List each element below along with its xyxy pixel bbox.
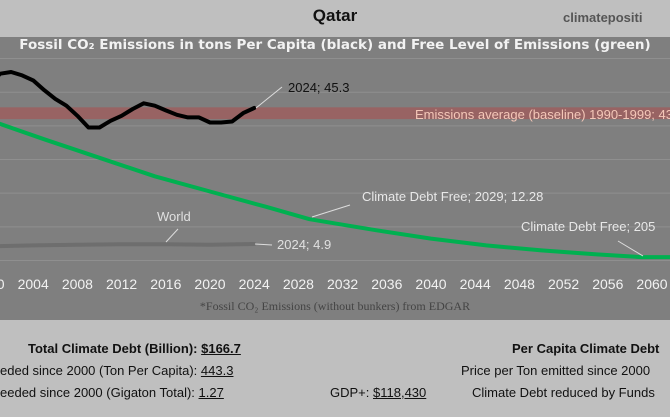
world-label: World <box>157 209 191 224</box>
free-2059-leader <box>617 240 644 257</box>
baseline-label: Emissions average (baseline) 1990-1999; … <box>415 107 670 122</box>
total-debt-value[interactable]: $166.7 <box>201 341 241 356</box>
world-2024-label: 2024; 4.9 <box>277 237 331 252</box>
x-tick-label: 2000 <box>0 276 5 292</box>
x-tick-label: 2016 <box>150 276 181 292</box>
exceeded-total-value[interactable]: 1.27 <box>198 385 224 400</box>
x-tick-label: 2060 <box>636 276 667 292</box>
chart-background <box>0 37 670 320</box>
exceeded-total: eeded since 2000 (Gigaton Total): 1.27 <box>0 385 224 400</box>
chart-title: Fossil CO₂ Emissions in tons Per Capita … <box>19 37 650 53</box>
x-tick-label: 2036 <box>371 276 402 292</box>
x-tick-label: 2040 <box>415 276 446 292</box>
world-2024-leader <box>254 243 273 246</box>
series-line-2 <box>0 242 257 249</box>
x-tick-label: 2024 <box>239 276 270 292</box>
baseline-band <box>0 107 670 120</box>
emissions-chart: Fossil CO₂ Emissions in tons Per Capita … <box>0 37 670 313</box>
per-capita-title: Per Capita Climate Debt <box>512 341 660 356</box>
x-tick-label: 2008 <box>62 276 93 292</box>
exceeded-capita-value[interactable]: 443.3 <box>200 363 234 378</box>
free-2029-label: Climate Debt Free; 2029; 12.28 <box>362 189 543 204</box>
gdp-value[interactable]: $118,430 <box>373 385 427 400</box>
qatar-2024-leader <box>255 86 283 109</box>
price-per-ton-label: Price per Ton emitted since 2000 <box>461 363 651 378</box>
x-tick-label: 2004 <box>18 276 49 292</box>
site-name: climatepositi <box>563 10 643 25</box>
x-tick-label: 2056 <box>592 276 623 292</box>
source-note: *Fossil CO₂ Emissions (without bunkers) … <box>200 299 470 313</box>
free-2059-label: Climate Debt Free; 205 <box>521 219 655 234</box>
qatar-2024-label: 2024; 45.3 <box>288 80 349 95</box>
x-tick-label: 2044 <box>460 276 491 292</box>
x-tick-label: 2020 <box>194 276 225 292</box>
x-tick-label: 2012 <box>106 276 137 292</box>
exceeded-capita-label: eded since 2000 (Ton Per Capita): <box>0 363 198 378</box>
gdp-label: GDP+: <box>330 385 370 400</box>
exceeded-capita: eded since 2000 (Ton Per Capita): 443.3 <box>0 363 233 378</box>
exceeded-total-label: eeded since 2000 (Gigaton Total): <box>0 385 195 400</box>
x-tick-label: 2048 <box>504 276 535 292</box>
x-tick-label: 2028 <box>283 276 314 292</box>
series-line-0 <box>0 70 257 130</box>
free-2029-leader <box>311 204 351 218</box>
debt-reduced-label: Climate Debt reduced by Funds <box>472 385 655 400</box>
total-debt-label: Total Climate Debt (Billion): <box>28 341 198 356</box>
series-line-1 <box>0 121 670 260</box>
header-bar: Qatar climatepositi <box>0 0 670 37</box>
world-leader <box>165 228 179 243</box>
x-tick-label: 2032 <box>327 276 358 292</box>
total-debt: Total Climate Debt (Billion): $166.7 <box>28 341 241 356</box>
x-tick-label: 2052 <box>548 276 579 292</box>
country-title: Qatar <box>312 6 358 25</box>
gdp: GDP+: $118,430 <box>330 385 426 400</box>
